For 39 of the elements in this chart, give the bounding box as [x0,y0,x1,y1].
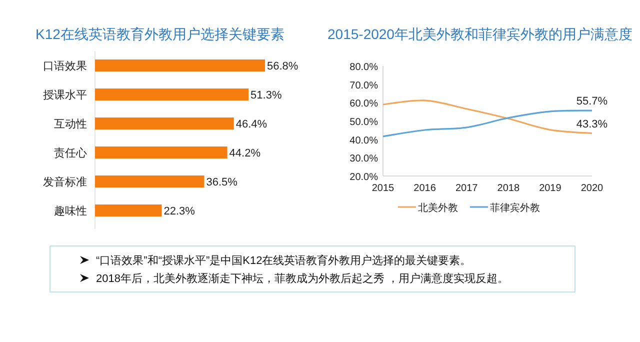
bar [95,204,162,216]
y-tick-label: 趣味性 [54,204,87,218]
bar [95,60,265,72]
y-tick-label: 发音标准 [43,176,87,188]
text: 2018年后，北美外教逐渐走下神坛，菲教成为外教后起之秀 ，用户满意度实现反超。 [96,272,509,285]
legend-label: 菲律宾外教 [490,202,540,214]
bar [95,176,204,188]
chart-title: K12在线英语教育外教用户选择关键要素 [36,26,284,42]
bar [95,118,234,130]
data-label: 44.2% [229,148,261,160]
x-tick-label: 2017 [455,183,478,194]
legend-label: 北美外教 [418,202,458,214]
y-tick-label: 60.0% [350,98,378,110]
data-label: 51.3% [250,90,282,102]
data-label: 22.3% [164,206,196,218]
y-tick-label: 互动性 [54,118,87,130]
data-label: 43.3% [576,118,608,130]
y-tick-label: 50.0% [350,117,378,128]
data-label: 36.5% [206,176,238,188]
y-tick-label: 授课水平 [43,88,87,102]
x-tick-label: 2016 [414,183,436,194]
data-label: 55.7% [576,96,608,108]
y-tick-label: 责任心 [54,146,87,160]
x-tick-label: 2015 [372,183,395,194]
y-tick-label: 30.0% [350,154,378,165]
y-tick-label: 20.0% [350,172,378,183]
text: “口语效果”和“授课水平”是中国K12在线英语教育外教用户选择的最关键要素。 [96,254,472,267]
x-tick-label: 2019 [539,183,562,194]
bar [95,88,249,100]
x-tick-label: 2018 [497,183,520,194]
data-label: 46.4% [236,118,268,130]
y-tick-label: 70.0% [350,80,378,92]
bar [95,146,228,158]
y-tick-label: 80.0% [350,62,378,73]
data-label: 56.8% [267,60,298,72]
y-tick-label: 口语效果 [43,60,87,72]
x-tick-label: 2020 [580,183,604,194]
y-tick-label: 40.0% [350,135,378,146]
chart-title: 2015-2020年北美外教和菲律宾外教的用户满意度 [328,26,632,42]
